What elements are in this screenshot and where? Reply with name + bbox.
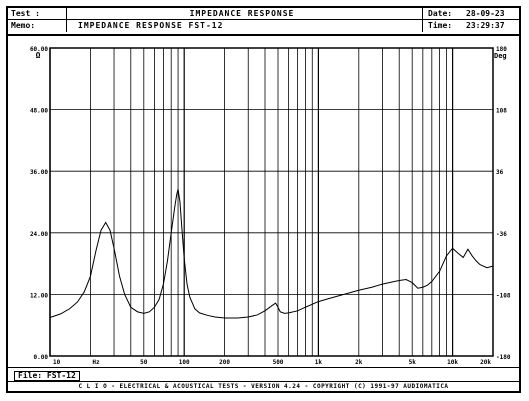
memo-value: IMPEDANCE RESPONSE FST-12 bbox=[78, 21, 224, 30]
y-left-tick-label: 48.00 bbox=[30, 108, 48, 115]
grid bbox=[49, 47, 494, 357]
test-label: Test : bbox=[11, 9, 40, 18]
y-right-tick-label: -108 bbox=[496, 292, 511, 299]
footer-copyright: C L I O - ELECTRICAL & ACOUSTICAL TESTS … bbox=[78, 383, 449, 390]
header-panel: Test : IMPEDANCE RESPONSE Date: 28-09-23… bbox=[8, 8, 519, 32]
time-value: 23:29:37 bbox=[466, 21, 505, 30]
plot-panel: 0.00 12.00 24.00 36.00 48.00 60.00 -180 -108 -3… bbox=[8, 34, 519, 368]
y-axis-left: 0.00 12.00 24.00 36.00 48.00 60.00 bbox=[30, 46, 48, 361]
x-tick-label: 5k bbox=[409, 359, 417, 366]
x-tick-label: 100 bbox=[179, 359, 190, 366]
y-left-unit: Ω bbox=[36, 51, 41, 60]
x-tick-label: 10k bbox=[447, 359, 458, 366]
y-right-tick-label: -180 bbox=[496, 354, 511, 361]
header-divider bbox=[8, 19, 519, 20]
plot-border bbox=[49, 47, 494, 357]
header-separator bbox=[422, 8, 423, 32]
x-tick-label: 20k bbox=[480, 359, 491, 366]
y-left-tick-label: 60.00 bbox=[30, 46, 48, 53]
y-right-tick-label: 108 bbox=[496, 108, 507, 115]
impedance-curve bbox=[49, 189, 494, 319]
header-separator bbox=[66, 8, 67, 32]
file-label: File: FST-12 bbox=[14, 371, 80, 381]
y-axis-right: -180 -108 -36 36 108 180 bbox=[496, 46, 511, 361]
x-tick-label: 500 bbox=[273, 359, 284, 366]
file-bar: File: FST-12 bbox=[8, 369, 519, 382]
y-right-tick-label: 36 bbox=[496, 169, 504, 176]
y-right-tick-label: 180 bbox=[496, 46, 507, 53]
window-frame bbox=[6, 6, 521, 393]
y-right-unit: Deg bbox=[494, 52, 507, 60]
y-right-tick-label: -36 bbox=[496, 231, 507, 238]
date-value: 28-09-23 bbox=[466, 9, 505, 18]
x-tick-label: 10 bbox=[53, 359, 61, 366]
test-value: IMPEDANCE RESPONSE bbox=[189, 9, 295, 18]
header-row-test: Test : IMPEDANCE RESPONSE Date: 28-09-23 bbox=[8, 9, 519, 20]
x-tick-label: Hz bbox=[92, 359, 100, 366]
time-label: Time: bbox=[428, 21, 453, 30]
y-left-tick-label: 12.00 bbox=[30, 292, 48, 299]
x-tick-label: 1k bbox=[315, 359, 323, 366]
x-tick-label: 50 bbox=[140, 359, 148, 366]
impedance-chart: 0.00 12.00 24.00 36.00 48.00 60.00 -180 -108 -3… bbox=[30, 46, 511, 366]
y-left-tick-label: 36.00 bbox=[30, 169, 48, 176]
x-tick-label: 200 bbox=[219, 359, 230, 366]
y-left-tick-label: 24.00 bbox=[30, 231, 48, 238]
memo-label: Memo: bbox=[11, 21, 36, 30]
y-left-tick-label: 0.00 bbox=[34, 354, 49, 361]
x-axis: 10 Hz 50 100 200 500 1k 2k 5k 10k 20k bbox=[53, 359, 491, 366]
header-row-memo: Memo: IMPEDANCE RESPONSE FST-12 Time: 23… bbox=[8, 21, 519, 32]
date-label: Date: bbox=[428, 9, 453, 18]
x-tick-label: 2k bbox=[355, 359, 363, 366]
